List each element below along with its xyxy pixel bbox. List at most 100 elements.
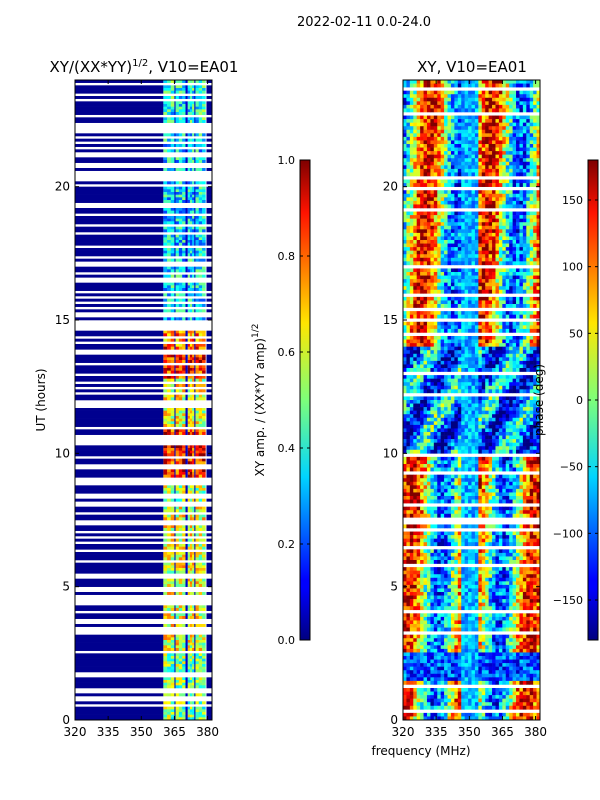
amplitude-cell	[175, 546, 180, 550]
phase-cell	[509, 183, 513, 187]
amplitude-cell	[170, 448, 175, 451]
phase-cell	[416, 83, 421, 88]
amplitude-cell	[202, 461, 206, 465]
amplitude-cell	[182, 333, 186, 337]
amplitude-cell	[189, 416, 193, 419]
amplitude-cell	[170, 389, 175, 393]
amplitude-cell	[198, 258, 203, 262]
phase-cell	[437, 339, 441, 344]
phase-cell	[512, 215, 517, 219]
phase-cell	[423, 154, 428, 159]
amplitude-colorbar-tick-label: 0.2	[278, 538, 296, 551]
amplitude-cell	[163, 653, 168, 657]
phase-cell	[423, 140, 428, 145]
amplitude-cell	[178, 445, 183, 449]
phase-cell	[413, 147, 417, 152]
amplitude-cell	[182, 432, 186, 435]
amplitude-cell	[192, 448, 195, 451]
phase-cell	[519, 272, 524, 276]
phase-cell	[430, 80, 435, 84]
amplitude-flagged-channel	[185, 80, 188, 83]
phase-cell	[426, 204, 431, 209]
phase-cell	[536, 282, 541, 287]
phase-cell	[423, 328, 428, 333]
amplitude-cell	[167, 680, 172, 683]
phase-cell	[481, 250, 486, 255]
phase-cell	[526, 161, 531, 166]
phase-cell	[420, 158, 424, 163]
amplitude-cell	[202, 194, 206, 198]
amplitude-flagged-row-edge	[206, 605, 212, 609]
amplitude-cell	[170, 714, 175, 718]
amplitude-cell	[167, 562, 172, 566]
phase-cell	[420, 304, 424, 308]
amplitude-flagged-row-edge	[206, 240, 212, 243]
phase-cell	[468, 275, 472, 280]
amplitude-cell	[178, 469, 183, 473]
phase-cell	[498, 225, 503, 230]
amplitude-cell	[182, 709, 186, 713]
phase-cell	[509, 108, 513, 113]
phase-cell	[512, 218, 517, 223]
phase-cell	[474, 115, 479, 120]
phase-cell	[447, 304, 452, 308]
phase-cell	[498, 300, 503, 305]
phase-cell	[485, 243, 489, 248]
phase-cell	[426, 200, 431, 205]
phase-cell	[430, 115, 435, 120]
phase-cell	[420, 161, 424, 166]
phase-cell	[426, 140, 431, 145]
phase-cell	[413, 250, 417, 255]
phase-cell	[512, 272, 517, 276]
amplitude-cell	[198, 658, 203, 662]
amplitude-cell	[198, 552, 203, 555]
phase-cell	[488, 328, 493, 333]
phase-cell	[529, 94, 534, 99]
amplitude-cell	[163, 648, 168, 651]
phase-cell	[403, 204, 407, 209]
phase-cell	[505, 161, 510, 166]
amplitude-cell	[198, 448, 203, 451]
amplitude-flagged-row-edge	[206, 221, 212, 225]
amplitude-cell	[163, 658, 168, 662]
amplitude-flagged-channel	[194, 210, 196, 214]
phase-cell	[409, 183, 414, 187]
amplitude-cell	[187, 242, 191, 246]
phase-cell	[450, 122, 455, 127]
amplitude-cell	[178, 525, 183, 529]
amplitude-flagged-channel	[185, 450, 188, 454]
phase-cell	[450, 190, 455, 195]
phase-cell	[495, 154, 500, 159]
phase-cell	[498, 197, 503, 202]
phase-cell	[536, 321, 541, 326]
phase-cell	[536, 200, 541, 205]
phase-cell	[437, 165, 441, 170]
amplitude-cell	[192, 338, 195, 342]
phase-cell	[426, 261, 431, 266]
phase-cell	[409, 136, 414, 141]
phase-cell	[526, 172, 531, 177]
amplitude-cell	[167, 144, 172, 147]
phase-cell	[526, 83, 531, 88]
amplitude-cell	[163, 221, 168, 225]
phase-cell	[423, 336, 428, 340]
phase-cell	[440, 261, 445, 266]
amplitude-flagged-channel	[174, 397, 176, 401]
phase-cell	[440, 122, 445, 127]
phase-cell	[536, 90, 541, 95]
amplitude-flagged-channel	[174, 453, 176, 457]
amplitude-cell	[167, 234, 172, 238]
amplitude-cell	[182, 293, 186, 297]
phase-cell	[409, 122, 414, 127]
phase-cell	[509, 286, 513, 291]
phase-cell	[529, 101, 534, 106]
phase-cell	[505, 325, 510, 330]
phase-cell	[519, 314, 524, 319]
phase-cell	[474, 154, 479, 159]
phase-cell	[471, 304, 476, 308]
phase-cell	[430, 161, 435, 166]
phase-cell	[464, 144, 469, 148]
phase-cell	[488, 243, 493, 248]
amplitude-flagged-row-edge	[206, 584, 212, 587]
phase-cell	[512, 83, 517, 88]
